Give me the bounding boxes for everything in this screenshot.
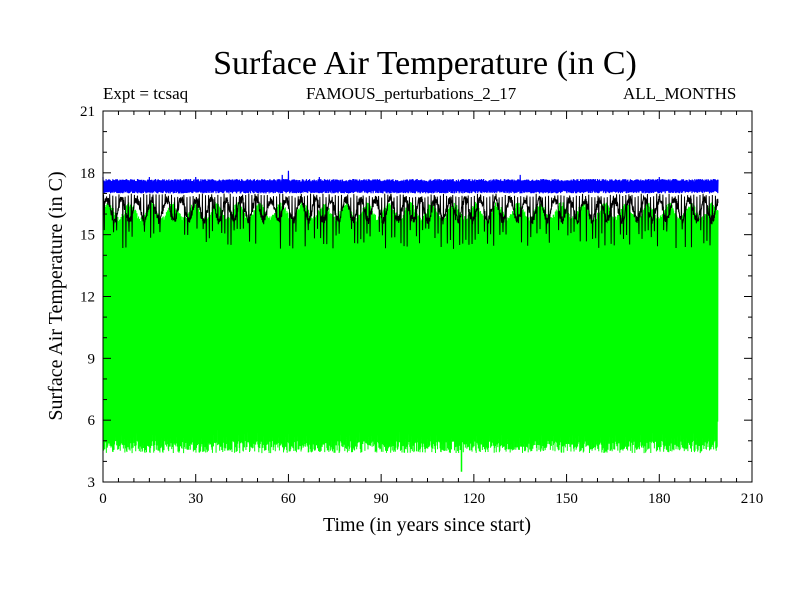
run-name-label: FAMOUS_perturbations_2_17 [306,84,517,103]
x-tick-label: 60 [281,491,296,507]
x-tick-label: 210 [741,491,764,507]
y-tick-label: 18 [80,166,95,182]
y-tick-label: 21 [80,104,95,120]
x-axis-label: Time (in years since start) [323,514,531,536]
months-label: ALL_MONTHS [623,84,737,103]
x-tick-label: 30 [188,491,203,507]
y-tick-label: 6 [88,413,96,429]
x-tick-label: 180 [648,491,671,507]
x-tick-label: 120 [463,491,486,507]
series-line-monthly-max [102,170,719,194]
series-line-monthly-mid [102,193,719,249]
y-tick-label: 15 [80,228,95,244]
y-tick-label: 9 [88,351,96,367]
series-line-monthly-min [102,201,719,472]
y-axis-label: Surface Air Temperature (in C) [45,171,67,420]
x-tick-label: 90 [374,491,389,507]
chart-title: Surface Air Temperature (in C) [213,45,637,82]
x-tick-label: 0 [99,491,107,507]
y-tick-label: 3 [88,475,96,491]
y-tick-label: 12 [80,290,95,306]
x-tick-label: 150 [555,491,578,507]
experiment-label: Expt = tcsaq [103,84,189,103]
